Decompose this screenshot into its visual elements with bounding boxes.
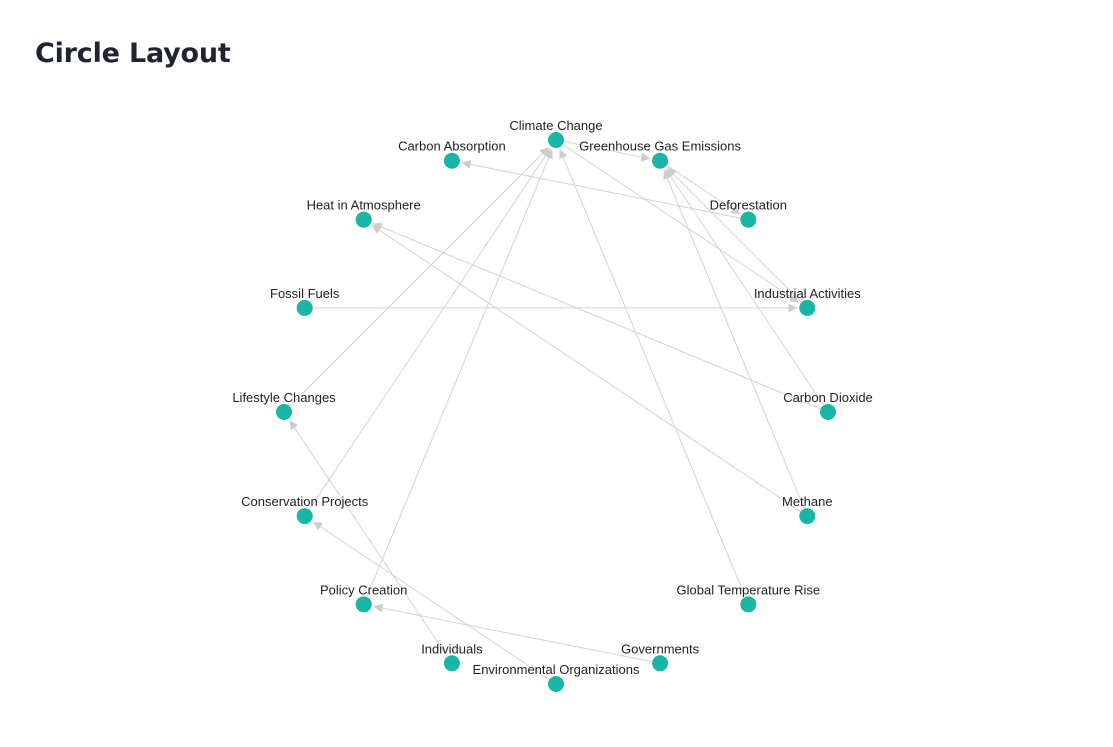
node-label: Heat in Atmosphere xyxy=(307,198,421,213)
node-dot[interactable] xyxy=(443,152,460,169)
node-label: Fossil Fuels xyxy=(270,286,340,301)
edge-climate_change-to-industrial xyxy=(562,144,800,303)
node-dot[interactable] xyxy=(355,596,372,613)
node-dot[interactable] xyxy=(443,655,460,672)
node-greenhouse[interactable]: Greenhouse Gas Emissions xyxy=(579,139,742,169)
edge-co2-to-greenhouse xyxy=(665,168,824,406)
node-label: Governments xyxy=(621,641,700,656)
edge-env_orgs-to-conservation xyxy=(312,521,550,680)
node-dot[interactable] xyxy=(740,211,757,228)
node-label: Greenhouse Gas Emissions xyxy=(579,139,741,154)
node-label: Individuals xyxy=(421,641,483,656)
edge-deforestation-to-absorption xyxy=(461,159,741,219)
node-absorption[interactable]: Carbon Absorption xyxy=(398,139,506,169)
node-dot[interactable] xyxy=(296,299,313,316)
node-dot[interactable] xyxy=(548,132,564,148)
node-dot[interactable] xyxy=(652,655,669,672)
edge-climate_change-to-greenhouse xyxy=(563,141,651,162)
node-label: Environmental Organizations xyxy=(473,662,640,677)
node-governments[interactable]: Governments xyxy=(621,641,700,672)
node-dot[interactable] xyxy=(740,596,757,613)
node-label: Industrial Activities xyxy=(754,286,861,301)
node-label: Deforestation xyxy=(710,198,787,213)
edges-layer xyxy=(289,141,824,680)
edge-governments-to-policy xyxy=(373,603,653,663)
edge-co2-to-heat xyxy=(372,222,821,410)
edge-industrial-to-greenhouse xyxy=(666,167,802,303)
node-label: Carbon Dioxide xyxy=(783,390,873,405)
node-dot[interactable] xyxy=(652,152,669,169)
node-lifestyle[interactable]: Lifestyle Changes xyxy=(232,390,336,420)
node-label: Carbon Absorption xyxy=(398,139,506,154)
edge-greenhouse-to-deforestation xyxy=(666,164,741,215)
node-dot[interactable] xyxy=(820,404,836,420)
node-dot[interactable] xyxy=(355,211,372,228)
node-methane[interactable]: Methane xyxy=(782,494,833,525)
edge-lifestyle-to-climate_change xyxy=(289,146,550,407)
node-dot[interactable] xyxy=(799,508,816,525)
node-policy[interactable]: Policy Creation xyxy=(320,582,407,613)
edge-policy-to-climate_change xyxy=(366,149,553,598)
node-label: Methane xyxy=(782,494,833,509)
node-env_orgs[interactable]: Environmental Organizations xyxy=(473,662,640,692)
edge-conservation-to-climate_change xyxy=(308,148,551,510)
node-heat[interactable]: Heat in Atmosphere xyxy=(307,198,421,228)
node-label: Conservation Projects xyxy=(241,494,369,509)
nodes-layer: Climate Change Greenhouse Gas Emissions De… xyxy=(232,118,873,692)
page-title: Circle Layout xyxy=(35,38,231,69)
node-deforestation[interactable]: Deforestation xyxy=(710,198,787,228)
node-fossil[interactable]: Fossil Fuels xyxy=(270,286,340,316)
node-label: Policy Creation xyxy=(320,582,407,597)
edge-methane-to-greenhouse xyxy=(663,169,805,509)
node-temp_rise[interactable]: Global Temperature Rise xyxy=(677,582,821,613)
edge-temp_rise-to-climate_change xyxy=(559,149,746,598)
edge-methane-to-heat xyxy=(371,224,801,513)
node-individuals[interactable]: Individuals xyxy=(421,641,483,672)
node-co2[interactable]: Carbon Dioxide xyxy=(783,390,873,420)
node-dot[interactable] xyxy=(296,508,313,525)
node-label: Global Temperature Rise xyxy=(677,582,821,597)
node-label: Climate Change xyxy=(509,118,602,133)
node-conservation[interactable]: Conservation Projects xyxy=(241,494,369,525)
node-dot[interactable] xyxy=(548,676,564,692)
edge-individuals-to-lifestyle xyxy=(289,420,448,657)
node-label: Lifestyle Changes xyxy=(232,390,336,405)
node-dot[interactable] xyxy=(276,404,292,420)
node-industrial[interactable]: Industrial Activities xyxy=(754,286,861,316)
node-climate_change[interactable]: Climate Change xyxy=(509,118,603,148)
node-dot[interactable] xyxy=(799,299,816,316)
